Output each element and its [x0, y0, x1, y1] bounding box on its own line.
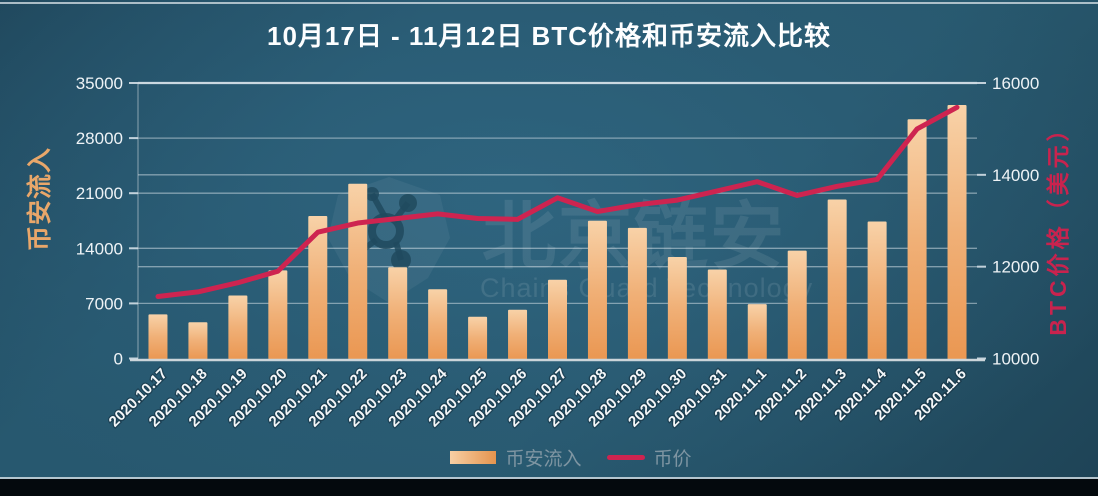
inflow-bar-2020.10.29: [627, 227, 647, 360]
right-tick-label-16000: 16000: [992, 74, 1039, 93]
legend: 币安流入 币价: [22, 444, 1098, 471]
inflow-bar-2020.10.19: [228, 295, 248, 360]
inflow-bar-2020.10.23: [388, 267, 408, 360]
inflow-bar-2020.10.21: [308, 216, 328, 360]
legend-line-swatch-icon: [606, 455, 645, 460]
top-border-line: [0, 2, 1098, 4]
right-tick-label-14000: 14000: [992, 166, 1039, 185]
left-tick-label-21000: 21000: [76, 184, 123, 203]
inflow-bar-2020.10.31: [707, 269, 727, 360]
inflow-bar-2020.10.28: [587, 220, 607, 360]
inflow-bar-2020.11.2: [787, 250, 807, 360]
chart-title: 10月17日 - 11月12日 BTC价格和币安流入比较: [266, 21, 831, 51]
inflow-bar-2020.11.3: [827, 199, 847, 360]
right-tick-label-10000: 10000: [992, 350, 1039, 369]
inflow-bar-2020.11.6: [947, 105, 967, 360]
left-tick-label-14000: 14000: [76, 239, 123, 258]
left-tick-label-0: 0: [114, 350, 123, 369]
inflow-bar-2020.10.26: [508, 309, 528, 360]
right-axis-title: BTC价格（美元）: [1045, 114, 1071, 336]
left-axis-title: 币安流入: [26, 147, 54, 252]
inflow-bar-2020.10.17: [148, 314, 168, 360]
price-line: [155, 104, 960, 300]
inflow-bar-2020.10.27: [548, 279, 567, 360]
legend-line-label: 币价: [653, 449, 692, 470]
inflow-bars: [148, 105, 967, 360]
inflow-bar-2020.10.22: [348, 183, 368, 360]
left-tick-label-28000: 28000: [76, 129, 123, 148]
inflow-bar-2020.10.30: [667, 256, 687, 360]
inflow-bar-2020.11.4: [867, 221, 887, 360]
inflow-bar-2020.11.1: [747, 304, 767, 360]
left-tick-label-35000: 35000: [76, 74, 123, 93]
inflow-bar-2020.10.20: [268, 270, 288, 360]
bottom-black-strip: [0, 479, 1098, 496]
inflow-bar-2020.10.24: [428, 289, 448, 360]
right-tick-label-12000: 12000: [992, 258, 1039, 277]
legend-bar-swatch-icon: [450, 451, 497, 464]
inflow-bar-2020.10.18: [188, 322, 208, 360]
legend-bar-label: 币安流入: [505, 449, 582, 470]
inflow-bar-2020.10.25: [468, 316, 488, 360]
bottom-border-line: [0, 477, 1098, 479]
price-line-path: [155, 104, 960, 300]
left-tick-label-7000: 7000: [85, 294, 123, 313]
inflow-bar-2020.11.5: [907, 119, 927, 360]
